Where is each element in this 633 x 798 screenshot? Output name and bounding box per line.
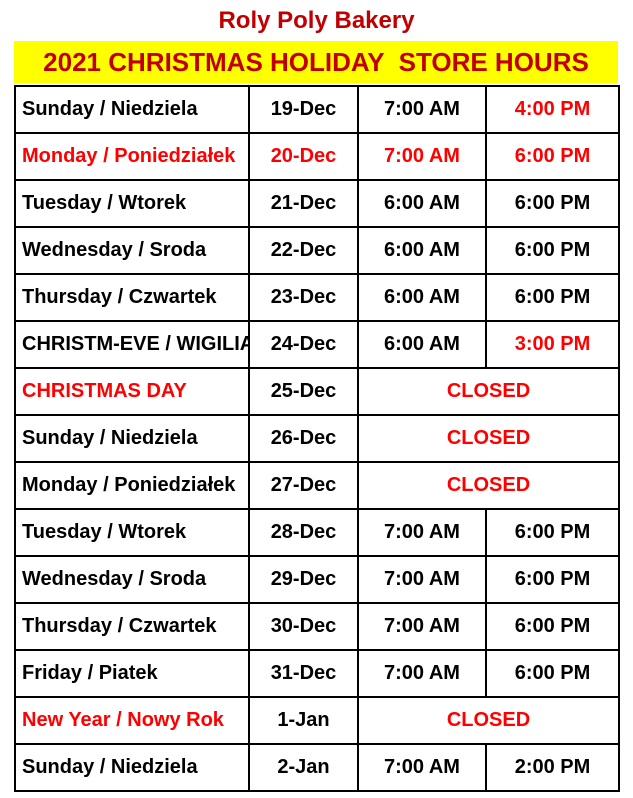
open-time-cell: 6:00 AM [357, 273, 487, 322]
closed-cell: CLOSED [357, 414, 620, 463]
table-row: Wednesday / Sroda 22-Dec 6:00 AM 6:00 PM [14, 226, 620, 275]
close-time-cell: 6:00 PM [485, 226, 620, 275]
date-cell: 20-Dec [248, 132, 359, 181]
open-time-cell: 7:00 AM [357, 85, 487, 134]
open-time-cell: 6:00 AM [357, 179, 487, 228]
date-cell: 30-Dec [248, 602, 359, 651]
table-row: Monday / Poniedziałek 27-Dec CLOSED [14, 461, 620, 510]
open-time-cell: 7:00 AM [357, 649, 487, 698]
page-title: Roly Poly Bakery [218, 7, 415, 34]
open-time-cell: 7:00 AM [357, 602, 487, 651]
day-cell: Tuesday / Wtorek [14, 179, 250, 228]
open-time-cell: 6:00 AM [357, 320, 487, 369]
open-time-cell: 6:00 AM [357, 226, 487, 275]
day-cell: Monday / Poniedziałek [14, 461, 250, 510]
close-time-cell: 6:00 PM [485, 602, 620, 651]
table-row: Sunday / Niedziela 26-Dec CLOSED [14, 414, 620, 463]
date-cell: 1-Jan [248, 696, 359, 745]
table-row: CHRISTM-EVE / WIGILIA 24-Dec 6:00 AM 3:0… [14, 320, 620, 369]
table-row: Sunday / Niedziela 2-Jan 7:00 AM 2:00 PM [14, 743, 620, 792]
day-cell: Monday / Poniedziałek [14, 132, 250, 181]
closed-cell: CLOSED [357, 367, 620, 416]
day-cell: Thursday / Czwartek [14, 273, 250, 322]
day-cell: Wednesday / Sroda [14, 555, 250, 604]
day-cell: New Year / Nowy Rok [14, 696, 250, 745]
closed-cell: CLOSED [357, 696, 620, 745]
date-cell: 28-Dec [248, 508, 359, 557]
close-time-cell: 6:00 PM [485, 273, 620, 322]
open-time-cell: 7:00 AM [357, 132, 487, 181]
close-time-cell: 3:00 PM [485, 320, 620, 369]
date-cell: 29-Dec [248, 555, 359, 604]
close-time-cell: 6:00 PM [485, 179, 620, 228]
date-cell: 31-Dec [248, 649, 359, 698]
close-time-cell: 6:00 PM [485, 649, 620, 698]
open-time-cell: 7:00 AM [357, 555, 487, 604]
date-cell: 2-Jan [248, 743, 359, 792]
day-cell: Friday / Piatek [14, 649, 250, 698]
day-cell: Thursday / Czwartek [14, 602, 250, 651]
day-cell: CHRISTM-EVE / WIGILIA [14, 320, 250, 369]
date-cell: 23-Dec [248, 273, 359, 322]
date-cell: 21-Dec [248, 179, 359, 228]
date-cell: 27-Dec [248, 461, 359, 510]
table-row: Friday / Piatek 31-Dec 7:00 AM 6:00 PM [14, 649, 620, 698]
date-cell: 22-Dec [248, 226, 359, 275]
close-time-cell: 6:00 PM [485, 132, 620, 181]
table-row: Thursday / Czwartek 23-Dec 6:00 AM 6:00 … [14, 273, 620, 322]
date-cell: 24-Dec [248, 320, 359, 369]
table-row: Thursday / Czwartek 30-Dec 7:00 AM 6:00 … [14, 602, 620, 651]
table-row: CHRISTMAS DAY 25-Dec CLOSED [14, 367, 620, 416]
banner: 2021 CHRISTMAS HOLIDAY STORE HOURS [14, 41, 618, 83]
table-row: New Year / Nowy Rok 1-Jan CLOSED [14, 696, 620, 745]
close-time-cell: 6:00 PM [485, 555, 620, 604]
table-row: Monday / Poniedziałek 20-Dec 7:00 AM 6:0… [14, 132, 620, 181]
close-time-cell: 2:00 PM [485, 743, 620, 792]
close-time-cell: 4:00 PM [485, 85, 620, 134]
store-hours-table: Sunday / Niedziela 19-Dec 7:00 AM 4:00 P… [14, 85, 620, 792]
table-row: Tuesday / Wtorek 28-Dec 7:00 AM 6:00 PM [14, 508, 620, 557]
close-time-cell: 6:00 PM [485, 508, 620, 557]
table-row: Wednesday / Sroda 29-Dec 7:00 AM 6:00 PM [14, 555, 620, 604]
table-row: Tuesday / Wtorek 21-Dec 6:00 AM 6:00 PM [14, 179, 620, 228]
closed-cell: CLOSED [357, 461, 620, 510]
date-cell: 25-Dec [248, 367, 359, 416]
table-row: Sunday / Niedziela 19-Dec 7:00 AM 4:00 P… [14, 85, 620, 134]
day-cell: Sunday / Niedziela [14, 414, 250, 463]
day-cell: CHRISTMAS DAY [14, 367, 250, 416]
date-cell: 19-Dec [248, 85, 359, 134]
day-cell: Sunday / Niedziela [14, 85, 250, 134]
day-cell: Wednesday / Sroda [14, 226, 250, 275]
day-cell: Tuesday / Wtorek [14, 508, 250, 557]
open-time-cell: 7:00 AM [357, 743, 487, 792]
open-time-cell: 7:00 AM [357, 508, 487, 557]
date-cell: 26-Dec [248, 414, 359, 463]
day-cell: Sunday / Niedziela [14, 743, 250, 792]
